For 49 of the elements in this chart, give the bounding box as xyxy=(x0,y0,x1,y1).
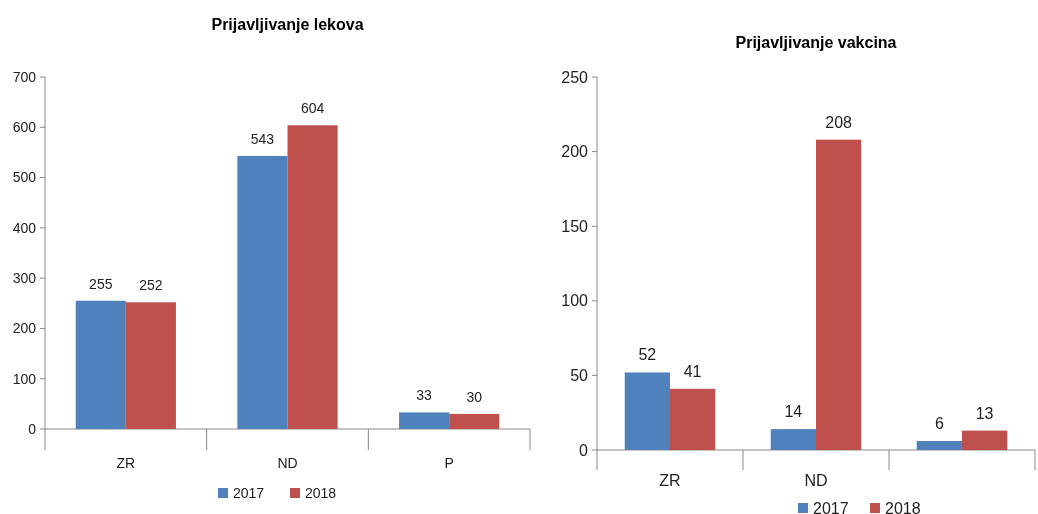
x-tick-label: P xyxy=(444,455,454,471)
x-tick-label: ZR xyxy=(659,472,681,489)
data-label: 208 xyxy=(825,113,853,131)
data-label: 604 xyxy=(300,100,325,117)
y-tick-label: 500 xyxy=(12,169,37,186)
data-label: 30 xyxy=(466,388,483,405)
y-tick-label: 0 xyxy=(28,420,37,437)
y-tick-label: 700 xyxy=(12,68,37,85)
bar xyxy=(816,139,862,450)
data-label: 33 xyxy=(416,387,433,404)
legend-label: 2018 xyxy=(305,484,337,501)
bar xyxy=(449,413,500,429)
bar xyxy=(287,125,338,429)
legend-label: 2018 xyxy=(885,499,921,514)
bar xyxy=(237,155,288,429)
bar xyxy=(75,300,126,429)
legend-label: 2017 xyxy=(813,499,849,514)
chart-title: Prijavljivanje vakcina xyxy=(735,34,897,51)
x-tick-label: ND xyxy=(804,472,828,489)
y-tick-label: 0 xyxy=(579,441,589,459)
bar xyxy=(125,302,176,429)
y-tick-label: 100 xyxy=(12,370,37,387)
data-label: 14 xyxy=(784,403,803,421)
y-tick-label: 200 xyxy=(12,320,37,337)
bar xyxy=(670,388,716,450)
bar xyxy=(399,412,450,429)
bar xyxy=(962,430,1008,450)
data-label: 13 xyxy=(975,404,994,422)
y-tick-label: 600 xyxy=(12,119,37,136)
data-label: 252 xyxy=(139,277,163,294)
y-tick-label: 400 xyxy=(12,219,37,236)
y-tick-label: 100 xyxy=(561,292,589,310)
y-tick-label: 150 xyxy=(561,217,589,235)
bar xyxy=(916,441,962,450)
data-label: 41 xyxy=(683,362,702,380)
data-label: 255 xyxy=(89,275,113,292)
data-label: 543 xyxy=(250,130,275,147)
x-tick-label: ZR xyxy=(116,455,136,471)
data-label: 6 xyxy=(934,415,944,433)
data-label: 52 xyxy=(638,346,657,364)
y-tick-label: 50 xyxy=(570,367,589,384)
chart-title: Prijavljivanje lekova xyxy=(211,16,364,33)
y-tick-label: 250 xyxy=(561,68,589,86)
bar xyxy=(770,429,816,450)
y-tick-label: 300 xyxy=(12,270,37,287)
y-tick-label: 200 xyxy=(561,143,589,161)
legend-label: 2017 xyxy=(233,484,265,501)
bar xyxy=(624,372,670,450)
x-tick-label: ND xyxy=(277,455,298,471)
